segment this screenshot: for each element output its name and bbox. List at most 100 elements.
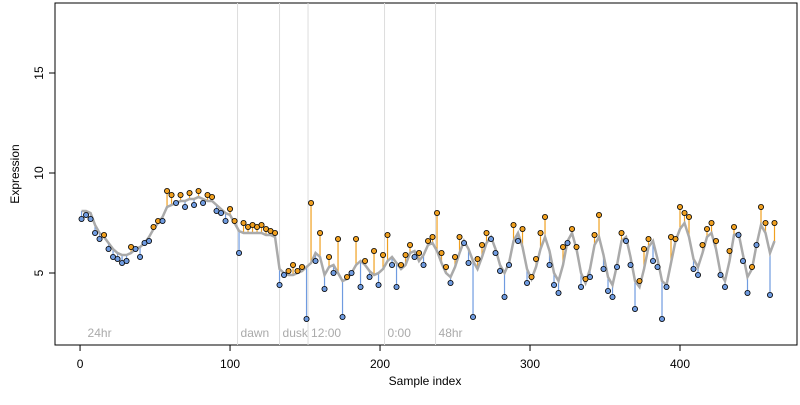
observed-point xyxy=(695,271,702,278)
observed-point xyxy=(137,253,144,260)
observed-point xyxy=(479,241,486,248)
observed-point xyxy=(749,263,756,270)
observed-point xyxy=(623,237,630,244)
observed-point xyxy=(672,235,679,242)
observed-point xyxy=(681,209,688,216)
observed-point xyxy=(510,221,517,228)
observed-point xyxy=(443,263,450,270)
observed-point xyxy=(326,253,333,260)
x-tick-label: 100 xyxy=(220,357,240,371)
observed-point xyxy=(591,231,598,238)
observed-point xyxy=(330,269,337,276)
observed-point xyxy=(528,273,535,280)
observed-point xyxy=(501,293,508,300)
observed-point xyxy=(146,237,153,244)
observed-point xyxy=(524,279,531,286)
observed-point xyxy=(713,237,720,244)
observed-point xyxy=(654,263,661,270)
observed-point xyxy=(573,243,580,250)
observed-point xyxy=(677,203,684,210)
y-tick-label: 10 xyxy=(32,166,46,180)
observed-point xyxy=(411,253,418,260)
observed-point xyxy=(290,261,297,268)
observed-point xyxy=(182,203,189,210)
observed-point xyxy=(645,235,652,242)
observed-point xyxy=(627,261,634,268)
observed-point xyxy=(105,245,112,252)
observed-point xyxy=(551,281,558,288)
observed-point xyxy=(227,205,234,212)
observed-point xyxy=(699,241,706,248)
observed-point xyxy=(753,241,760,248)
observed-point xyxy=(173,199,180,206)
y-tick-label: 15 xyxy=(32,66,46,80)
observed-point xyxy=(600,265,607,272)
observed-point xyxy=(312,257,319,264)
observed-point xyxy=(618,229,625,236)
observed-point xyxy=(362,257,369,264)
observed-point xyxy=(461,239,468,246)
x-axis-label: Sample index xyxy=(389,374,462,388)
observed-point xyxy=(731,223,738,230)
observed-point xyxy=(101,231,108,238)
observed-point xyxy=(357,283,364,290)
observed-point xyxy=(407,241,414,248)
observed-point xyxy=(200,199,207,206)
annotation-label: 24hr xyxy=(88,326,112,340)
observed-point xyxy=(384,231,391,238)
observed-point xyxy=(222,217,229,224)
observed-point xyxy=(564,239,571,246)
observed-point xyxy=(452,253,459,260)
observed-point xyxy=(438,249,445,256)
observed-point xyxy=(474,255,481,262)
observed-point xyxy=(636,277,643,284)
observed-point xyxy=(191,201,198,208)
observed-point xyxy=(659,315,666,322)
annotation-label: dusk xyxy=(283,326,309,340)
observed-point xyxy=(231,217,238,224)
observed-point xyxy=(704,225,711,232)
observed-point xyxy=(335,235,342,242)
observed-point xyxy=(429,233,436,240)
observed-point xyxy=(434,209,441,216)
observed-point xyxy=(299,263,306,270)
observed-point xyxy=(177,191,184,198)
observed-point xyxy=(506,261,513,268)
observed-point xyxy=(569,225,576,232)
observed-point xyxy=(546,261,553,268)
observed-point xyxy=(272,229,279,236)
observed-point xyxy=(276,281,283,288)
observed-point xyxy=(609,293,616,300)
observed-point xyxy=(321,285,328,292)
observed-point xyxy=(344,273,351,280)
observed-point xyxy=(641,245,648,252)
observed-point xyxy=(348,269,355,276)
observed-point xyxy=(614,263,621,270)
observed-point xyxy=(389,261,396,268)
observed-point xyxy=(285,267,292,274)
observed-point xyxy=(771,219,778,226)
observed-point xyxy=(744,289,751,296)
observed-point xyxy=(519,225,526,232)
annotation-label: 12:00 xyxy=(311,326,341,340)
observed-point xyxy=(114,255,121,262)
observed-point xyxy=(722,283,729,290)
observed-point xyxy=(380,251,387,258)
observed-point xyxy=(560,243,567,250)
observed-point xyxy=(92,229,99,236)
observed-point xyxy=(488,235,495,242)
observed-point xyxy=(132,245,139,252)
observed-point xyxy=(650,257,657,264)
observed-point xyxy=(353,235,360,242)
plot-frame xyxy=(54,2,798,346)
observed-point xyxy=(393,283,400,290)
observed-point xyxy=(96,235,103,242)
observed-point xyxy=(767,291,774,298)
observed-point xyxy=(632,305,639,312)
observed-point xyxy=(578,283,585,290)
observed-point xyxy=(258,221,265,228)
observed-point xyxy=(123,257,130,264)
observed-point xyxy=(150,223,157,230)
observed-point xyxy=(690,265,697,272)
annotation-label: 0:00 xyxy=(388,326,412,340)
